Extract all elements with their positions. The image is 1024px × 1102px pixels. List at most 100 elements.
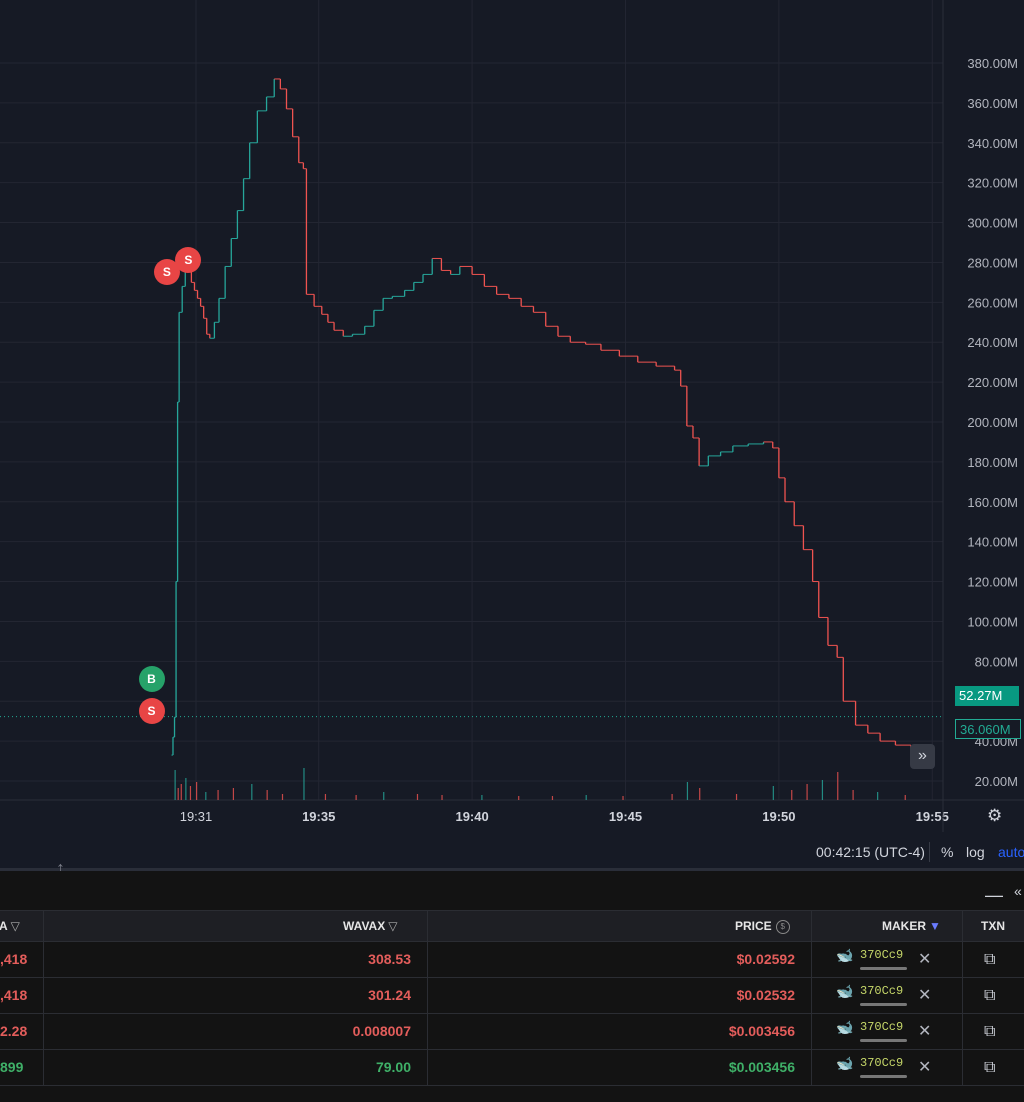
header-token-amount[interactable]: A ▽	[0, 911, 20, 941]
column-divider	[43, 1050, 44, 1085]
resize-handle-icon[interactable]: ↕	[56, 858, 65, 878]
price-cell: $0.02592	[736, 951, 795, 967]
maker-address[interactable]: 370Cc9	[860, 1020, 904, 1034]
sell-marker[interactable]: S	[138, 698, 165, 725]
status-divider	[929, 842, 930, 862]
column-divider	[43, 942, 44, 977]
volume-bar	[281, 794, 284, 800]
remove-filter-close-icon[interactable]: ✕	[918, 951, 932, 968]
token-amount-cell: 2.28	[0, 1023, 28, 1039]
volume-bar	[585, 795, 587, 800]
clock-label: 00:42:15 (UTC-4)	[816, 844, 925, 860]
currency-toggle-icon[interactable]: $	[775, 919, 790, 934]
x-tick-label: 19:55	[916, 809, 949, 824]
column-divider	[962, 942, 963, 977]
volume-bar	[441, 795, 443, 800]
column-divider	[811, 1014, 812, 1049]
column-divider	[962, 911, 963, 941]
volume-bar	[518, 796, 520, 800]
volume-bar	[735, 794, 738, 800]
header-price[interactable]: PRICE $	[735, 911, 790, 941]
header-maker[interactable]: MAKER ▼	[882, 911, 941, 941]
table-row[interactable]: 2.28 0.008007 $0.003456 🐋 370Cc9 ✕ ⧉	[0, 1014, 1024, 1050]
header-txn: TXN	[981, 911, 1005, 941]
y-tick-label: 260.00M	[967, 295, 1018, 310]
maker-address[interactable]: 370Cc9	[860, 1056, 904, 1070]
volume-bar	[355, 795, 357, 800]
maker-balance-bar	[860, 1039, 907, 1042]
external-link-icon[interactable]: ⧉	[984, 987, 996, 1004]
volume-bar	[481, 795, 483, 800]
collapse-panel-icon[interactable]: «	[1014, 883, 1022, 899]
volume-bar	[852, 790, 854, 800]
chart-settings-gear-icon[interactable]: ⚙	[987, 806, 1003, 825]
x-tick-label: 19:40	[455, 809, 488, 824]
volume-bar	[174, 770, 176, 800]
table-row[interactable]: 899 79.00 $0.003456 🐋 370Cc9 ✕ ⧉	[0, 1050, 1024, 1086]
header-maker-label: MAKER	[882, 919, 926, 933]
external-link-icon[interactable]: ⧉	[984, 1059, 996, 1076]
column-divider	[811, 942, 812, 977]
header-wavax[interactable]: WAVAX ▽	[343, 911, 397, 941]
token-amount-cell: ,418	[0, 987, 28, 1003]
filter-icon[interactable]: ▽	[388, 919, 398, 933]
volume-bar	[251, 784, 253, 800]
log-scale-toggle[interactable]: log	[966, 844, 985, 860]
table-row[interactable]: ,418 301.24 $0.02532 🐋 370Cc9 ✕ ⧉	[0, 978, 1024, 1014]
percent-scale-toggle[interactable]: %	[941, 844, 954, 860]
whale-icon: 🐋	[836, 983, 854, 999]
y-tick-label: 120.00M	[967, 575, 1018, 590]
column-divider	[427, 911, 428, 941]
volume-bar	[416, 794, 419, 800]
trades-panel: — « A ▽ WAVAX ▽ PRICE $ MAKER ▼ TXN ,4	[0, 871, 1024, 1102]
auto-scale-toggle[interactable]: auto	[998, 844, 1024, 860]
header-token-amount-label: A	[0, 919, 8, 933]
chart-canvas[interactable]: 380.00M 360.00M 340.00M 320.00M 300.00M 280.0…	[0, 0, 1024, 832]
y-tick-label: 200.00M	[967, 415, 1018, 430]
price-cell: $0.003456	[728, 1023, 795, 1039]
volume-bar	[877, 792, 879, 800]
column-divider	[962, 1050, 963, 1085]
maker-address[interactable]: 370Cc9	[860, 948, 904, 962]
volume-bar	[622, 796, 624, 800]
volume-bar	[217, 790, 219, 800]
scroll-to-realtime-button[interactable]: »	[910, 744, 935, 769]
sell-marker[interactable]: S	[175, 247, 202, 274]
column-divider	[427, 942, 428, 977]
table-header: A ▽ WAVAX ▽ PRICE $ MAKER ▼ TXN	[0, 910, 1024, 942]
volume-bar	[904, 795, 906, 800]
maker-balance-bar	[860, 1075, 907, 1078]
column-divider	[427, 978, 428, 1013]
price-chart[interactable]: 380.00M 360.00M 340.00M 320.00M 300.00M 280.0…	[0, 0, 1024, 868]
remove-filter-close-icon[interactable]: ✕	[918, 1059, 932, 1076]
column-divider	[427, 1014, 428, 1049]
panel-splitter[interactable]	[0, 868, 1024, 871]
minimize-panel-icon[interactable]: —	[985, 885, 1003, 905]
remove-filter-close-icon[interactable]: ✕	[918, 987, 932, 1004]
remove-filter-close-icon[interactable]: ✕	[918, 1023, 932, 1040]
table-row[interactable]: ,418 308.53 $0.02592 🐋 370Cc9 ✕ ⧉	[0, 942, 1024, 978]
price-cell: $0.02532	[736, 987, 795, 1003]
x-tick-label: 19:31	[180, 809, 213, 824]
filter-icon[interactable]: ▽	[10, 919, 20, 933]
buy-marker[interactable]: B	[138, 666, 165, 693]
y-tick-label: 20.00M	[975, 774, 1018, 789]
volume-bar	[232, 788, 235, 800]
y-tick-label: 160.00M	[967, 495, 1018, 510]
filter-active-icon[interactable]: ▼	[929, 919, 941, 933]
column-divider	[811, 978, 812, 1013]
maker-address[interactable]: 370Cc9	[860, 984, 904, 998]
y-tick-label: 380.00M	[967, 56, 1018, 71]
external-link-icon[interactable]: ⧉	[984, 951, 996, 968]
chart-status-bar: 00:42:15 (UTC-4) % log auto	[0, 832, 1024, 868]
volume-bar	[266, 790, 268, 800]
y-tick-label: 220.00M	[967, 375, 1018, 390]
external-link-icon[interactable]: ⧉	[984, 1023, 996, 1040]
last-price-tag: 36.060M	[955, 719, 1021, 739]
volume-bar	[196, 782, 198, 800]
y-tick-label: 340.00M	[967, 136, 1018, 151]
y-tick-label: 240.00M	[967, 335, 1018, 350]
column-divider	[43, 1014, 44, 1049]
volume-bar	[837, 772, 839, 800]
column-divider	[811, 911, 812, 941]
